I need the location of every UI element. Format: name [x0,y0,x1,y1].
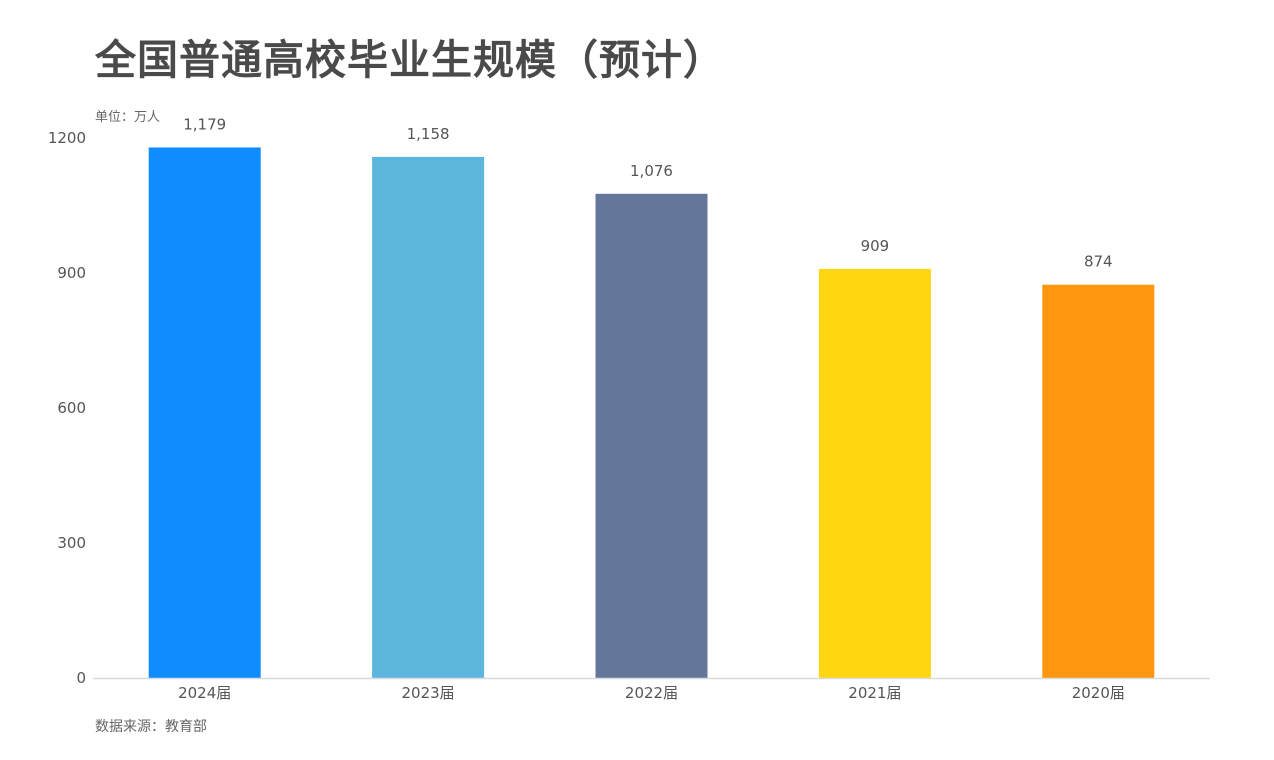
data-label: 874 [1084,253,1113,271]
x-axis: 2024届 2023届 2022届 2021届 2020届 [93,677,1210,702]
x-tick-label: 2024届 [178,684,231,702]
x-tick-label: 2020届 [1072,684,1125,702]
y-tick-label: 600 [57,399,86,417]
x-tick-label: 2023届 [402,684,455,702]
data-label: 1,179 [183,115,226,133]
x-tick-label: 2021届 [848,684,901,702]
bar-2021届 [818,268,931,678]
bar-2022届 [595,193,708,679]
source-label: 数据来源：教育部 [95,719,207,735]
bar-2024届 [148,147,261,678]
y-tick-label: 300 [57,534,86,552]
bar-2020届 [1042,284,1155,678]
bar-2023届 [372,156,485,678]
y-tick-label: 900 [57,264,86,282]
data-label: 1,158 [407,125,450,143]
y-tick-label: 0 [76,669,86,687]
data-label: 909 [861,237,890,255]
x-tick-label: 2022届 [625,684,678,702]
bars-group: 1,179 1,158 1,076 909 874 [148,115,1155,679]
y-tick-label: 1200 [48,129,86,147]
data-label: 1,076 [630,162,673,180]
unit-label: 单位：万人 [95,110,161,125]
y-axis: 0 300 600 900 1200 [48,129,86,687]
chart-title: 全国普通高校毕业生规模（预计） [95,36,725,84]
